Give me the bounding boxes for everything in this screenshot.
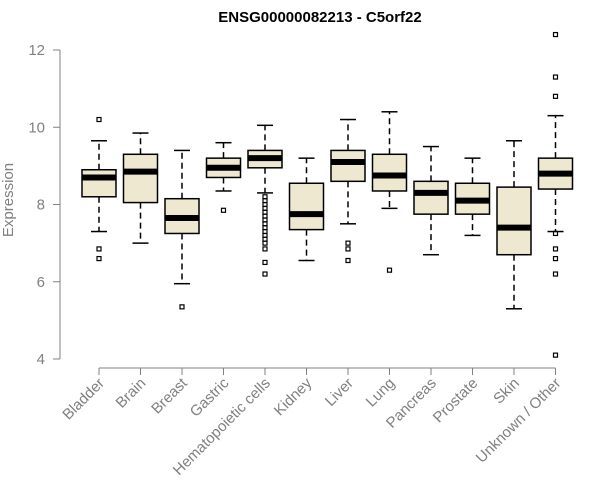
x-tick-label: Breast <box>148 374 191 417</box>
box-skin <box>496 140 532 310</box>
box-lung <box>371 111 408 273</box>
outlier-point <box>96 116 102 123</box>
outlier-point <box>345 246 351 252</box>
x-tick-label: Prostate <box>430 375 482 427</box>
outlier-point <box>262 240 268 246</box>
box-iqr <box>81 168 117 198</box>
outlier-point <box>179 304 185 310</box>
outlier-point <box>262 271 268 277</box>
y-axis-label: Expression <box>0 163 17 237</box>
box-prostate <box>454 157 491 237</box>
box-brain <box>122 132 159 244</box>
outlier-point <box>552 352 559 358</box>
x-tick-label: Lung <box>363 375 399 411</box>
y-tick-label: 12 <box>28 42 45 59</box>
box-iqr <box>330 149 366 183</box>
box-liver <box>330 118 366 264</box>
outlier-point <box>552 93 559 99</box>
outlier-point <box>552 230 559 237</box>
x-tick-label: Bladder <box>59 375 108 424</box>
outlier-point <box>552 271 559 277</box>
outlier-point <box>345 257 351 264</box>
box-iqr <box>122 153 159 204</box>
outlier-point <box>262 259 268 266</box>
box-kidney <box>288 157 325 262</box>
outlier-point <box>262 246 268 252</box>
outlier-point <box>345 240 351 246</box>
x-tick-label: Kidney <box>271 374 316 419</box>
box-bladder <box>81 116 117 262</box>
box-breast <box>164 149 200 310</box>
box-gastric <box>205 141 242 213</box>
outlier-point <box>552 255 559 262</box>
chart-title: ENSG00000082213 - C5orf22 <box>218 9 421 26</box>
box-pancreas <box>413 145 449 256</box>
outlier-point <box>96 255 102 262</box>
outlier-point <box>552 74 559 80</box>
box-series <box>81 31 574 358</box>
outlier-point <box>386 267 393 273</box>
y-tick-label: 4 <box>37 351 45 368</box>
y-tick-label: 8 <box>37 197 45 214</box>
x-tick-label: Liver <box>322 375 357 410</box>
outlier-point <box>552 31 559 38</box>
outlier-point <box>552 246 559 252</box>
y-tick-label: 6 <box>37 274 45 291</box>
y-axis: 4 6 8 10 12 <box>28 42 61 368</box>
box-iqr <box>288 182 325 231</box>
box-iqr <box>496 186 532 256</box>
outlier-point <box>96 246 102 252</box>
x-tick-label: Brain <box>113 375 150 412</box>
box-hematopoietic-cells <box>247 124 283 277</box>
x-tick-label: Skin <box>490 375 523 408</box>
box-iqr <box>413 180 449 215</box>
y-tick-label: 10 <box>28 119 45 136</box>
outlier-point <box>220 207 227 213</box>
box-unknown-other <box>537 31 574 358</box>
